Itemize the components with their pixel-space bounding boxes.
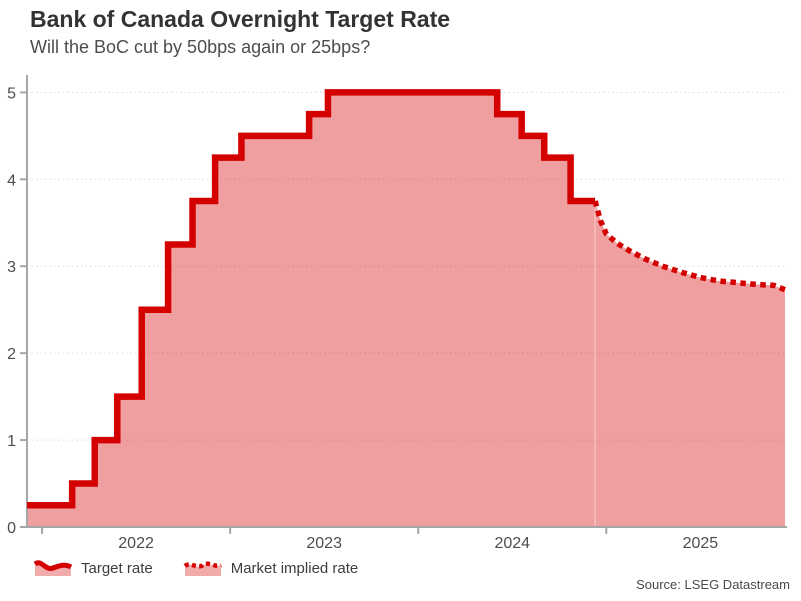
legend-item-target-rate: Target rate [33,558,153,578]
target-rate-area [27,92,596,527]
chart-title: Bank of Canada Overnight Target Rate [30,6,451,32]
implied-rate-area [595,201,785,528]
legend-label-market-implied-rate: Market implied rate [230,559,359,577]
x-tick-label-2022: 2022 [118,535,154,552]
target-rate-line [27,89,596,509]
y-tick-label-2: 2 [7,346,16,363]
chart-subtitle: Will the BoC cut by 50bps again or 25bps… [30,37,371,57]
source-note: Source: LSEG Datastream [636,577,790,592]
x-tick-label-2024: 2024 [494,535,530,552]
y-tick-label-4: 4 [7,172,16,189]
x-tick-label-2023: 2023 [306,535,342,552]
legend-label-target-rate: Target rate [81,559,153,577]
y-tick-label-5: 5 [7,85,16,102]
implied-rate-line [592,200,786,293]
market-implied-swatch-icon [183,561,222,576]
legend: Target rate Market implied rate [33,558,358,578]
x-tick-label-2025: 2025 [683,535,719,552]
y-tick-label-3: 3 [7,259,16,276]
target-rate-swatch-icon [33,560,73,576]
y-tick-label-1: 1 [7,433,16,450]
y-tick-label-0: 0 [7,520,16,537]
legend-item-market-implied-rate: Market implied rate [183,558,359,578]
